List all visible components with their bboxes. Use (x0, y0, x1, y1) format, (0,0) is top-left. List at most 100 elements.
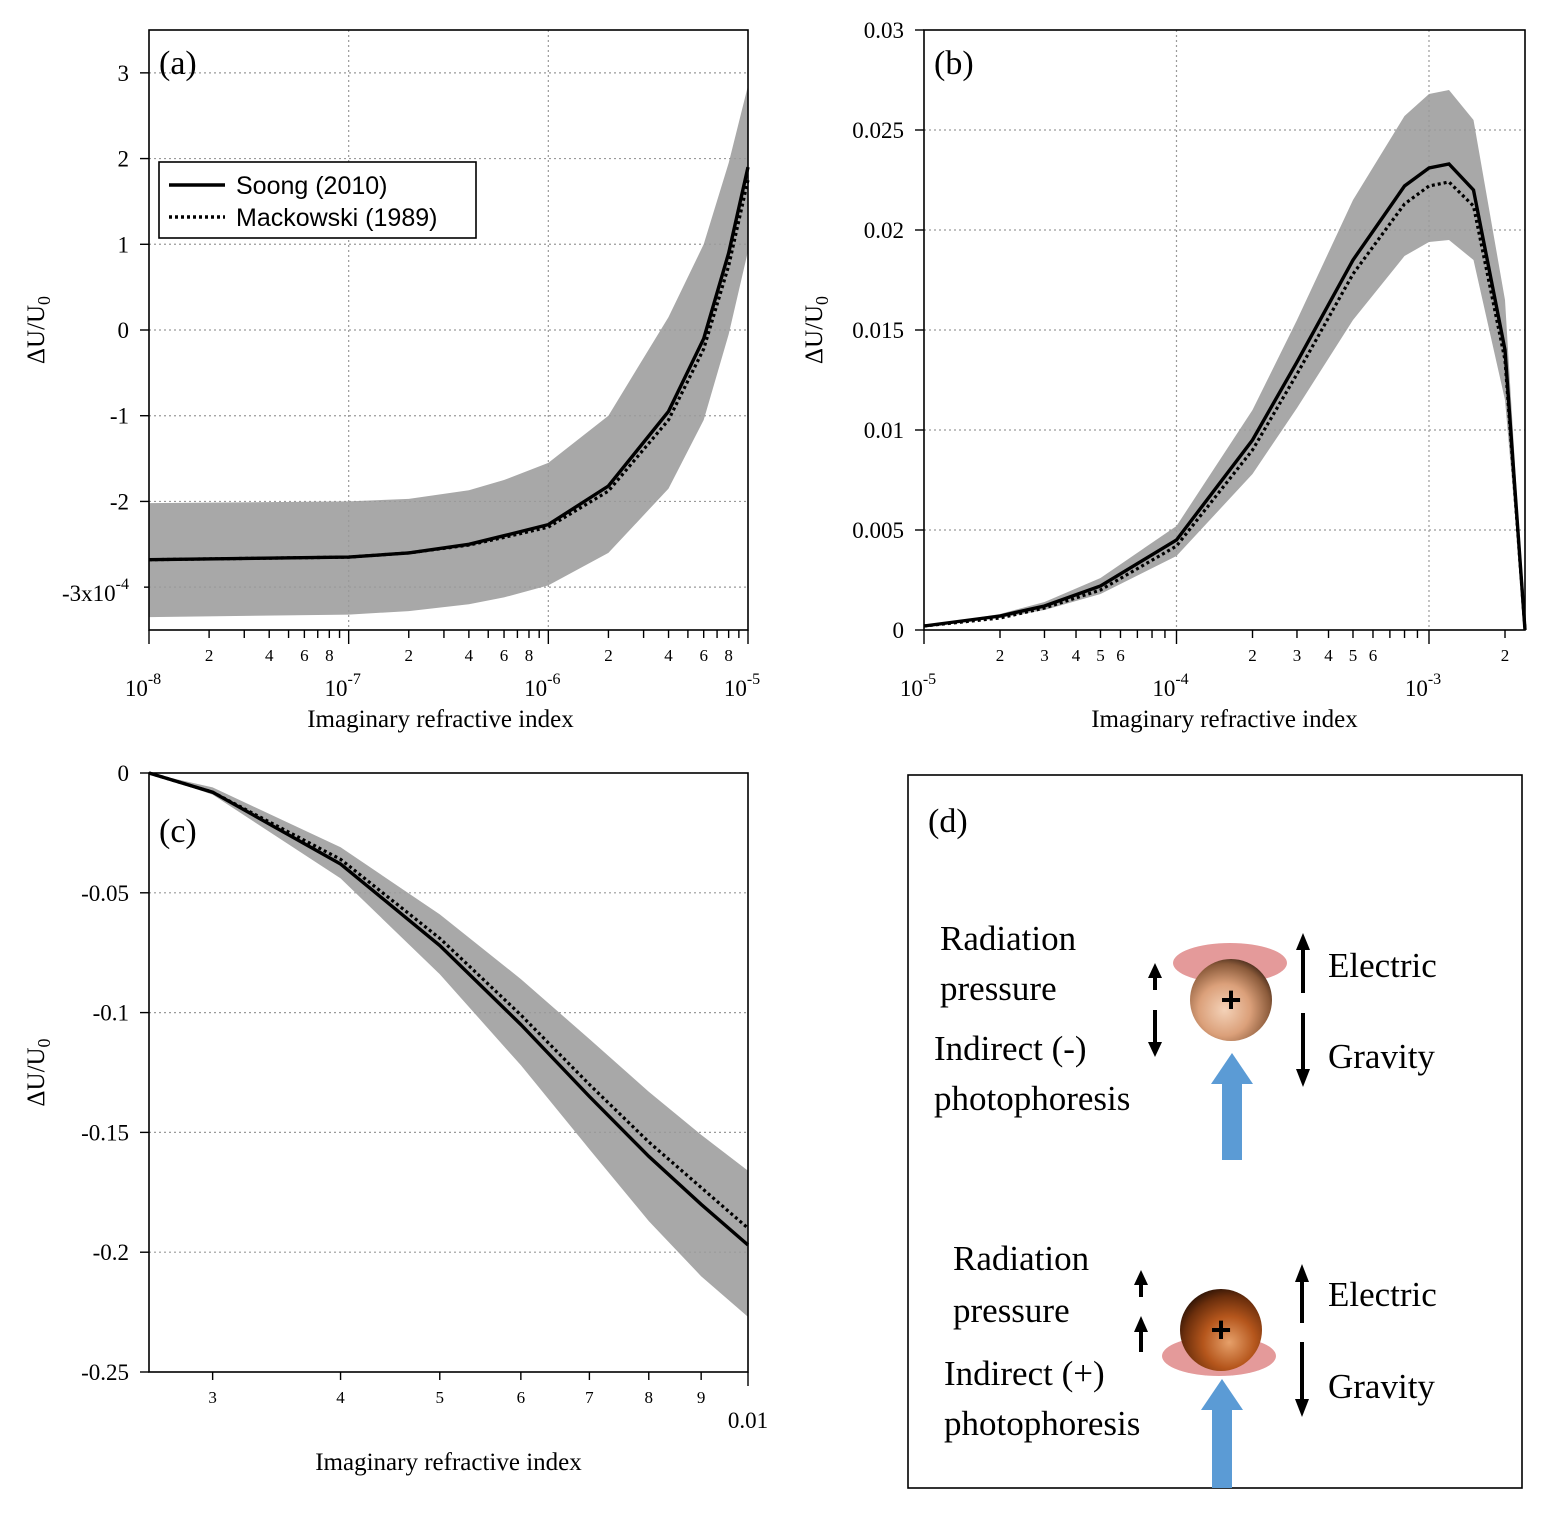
y-axis-label: ΔU/U0 (23, 1038, 54, 1106)
y-tick-label: 1 (118, 232, 130, 257)
x-minor-tick-label: 6 (1369, 646, 1378, 665)
y-tick-label: 0 (893, 618, 905, 643)
y-tick-label: 2 (118, 147, 130, 172)
uncertainty-band-b (924, 90, 1525, 630)
x-minor-tick-label: 2 (405, 646, 414, 665)
uncertainty-band-a (149, 85, 748, 618)
particle-top (1190, 959, 1272, 1041)
y-tick-label: -0.2 (93, 1240, 129, 1265)
x-minor-tick-label: 3 (208, 1388, 217, 1407)
scenario-bottom: Radiation pressure Indirect (+) photopho… (944, 1239, 1437, 1488)
x-minor-tick-label: 7 (585, 1388, 594, 1407)
x-minor-tick-label: 4 (265, 646, 274, 665)
y-tick-label: -0.05 (81, 881, 129, 906)
x-major-tick-label: 10-6 (524, 671, 560, 701)
x-minor-tick-label: 4 (664, 646, 673, 665)
y-tick-label: 0 (118, 318, 130, 343)
series-line (148, 179, 750, 562)
x-major-tick-label: 10-7 (325, 671, 361, 701)
light-arrow-top (1211, 1053, 1253, 1160)
legend: Soong (2010) Mackowski (1989) (158, 161, 477, 239)
panel-label-a: (a) (159, 45, 197, 82)
legend-box (158, 161, 477, 239)
electric-label-bottom: Electric (1328, 1275, 1437, 1314)
radiation-arrow-bottom (1134, 1270, 1148, 1297)
x-minor-tick-label: 2 (1501, 646, 1510, 665)
x-minor-tick-label: 4 (1324, 646, 1333, 665)
x-axis-label: Imaginary refractive index (307, 706, 574, 733)
x-minor-tick-label: 3 (1293, 646, 1302, 665)
indirect-label-bottom-2: photophoresis (944, 1404, 1140, 1443)
gravity-arrow-top (1296, 1013, 1310, 1087)
x-minor-tick-label: 5 (436, 1388, 445, 1407)
gravity-label-top: Gravity (1328, 1037, 1435, 1076)
x-major-tick-label: 10-8 (125, 671, 161, 701)
electric-arrow-top (1296, 933, 1310, 993)
y-tick-label: -0.25 (81, 1360, 129, 1385)
charge-symbol-top: + (1220, 979, 1241, 1020)
y-tick-label: 0.005 (852, 518, 904, 543)
x-axis-label: Imaginary refractive index (315, 1449, 582, 1476)
radiation-label-top-1: Radiation (940, 919, 1076, 958)
series-line (923, 180, 1527, 631)
x-axis-label: Imaginary refractive index (1091, 706, 1358, 733)
x-major-tick-label: 10-4 (1152, 671, 1188, 701)
x-minor-tick-label: 8 (645, 1388, 654, 1407)
electric-label-top: Electric (1328, 946, 1437, 985)
indirect-arrow-bottom (1134, 1316, 1148, 1352)
x-minor-tick-label: 4 (1072, 646, 1081, 665)
x-minor-tick-label: 5 (1349, 646, 1358, 665)
radiation-label-bottom-2: pressure (953, 1291, 1070, 1330)
x-minor-tick-label: 6 (500, 646, 509, 665)
x-minor-tick-label: 3 (1040, 646, 1049, 665)
radiation-label-bottom-1: Radiation (953, 1239, 1089, 1278)
y-multiplier-label: -3x10-4 (62, 576, 129, 606)
x-minor-tick-label: 8 (724, 646, 733, 665)
legend-entry: Soong (2010) (236, 172, 388, 200)
indirect-arrow-top (1148, 1010, 1162, 1057)
x-minor-tick-label: 2 (604, 646, 613, 665)
x-minor-tick-label: 2 (205, 646, 214, 665)
y-tick-label: -2 (110, 489, 129, 514)
indirect-label-bottom-1: Indirect (+) (944, 1354, 1105, 1393)
x-major-tick-label: 10-3 (1405, 671, 1441, 701)
y-tick-label: 0 (118, 761, 130, 786)
y-tick-label: 3 (118, 61, 130, 86)
indirect-label-top-2: photophoresis (934, 1079, 1130, 1118)
series-line (148, 771, 750, 1230)
charge-symbol-bottom: + (1210, 1309, 1231, 1350)
y-tick-label: 0.015 (852, 318, 904, 343)
x-minor-tick-label: 8 (325, 646, 334, 665)
diagram-panel-d: (d) Radiation pressure Indirect (-) phot… (907, 774, 1523, 1489)
y-tick-label: -1 (110, 404, 129, 429)
panel-label-d: (d) (928, 803, 968, 840)
y-tick-label: 0.02 (864, 218, 904, 243)
x-minor-tick-label: 9 (697, 1388, 706, 1407)
x-minor-tick-label: 5 (1096, 646, 1105, 665)
panel-label-b: (b) (934, 45, 974, 82)
legend-entry: Mackowski (1989) (236, 204, 437, 232)
x-minor-tick-label: 2 (996, 646, 1005, 665)
gravity-label-bottom: Gravity (1328, 1367, 1435, 1406)
x-minor-tick-label: 6 (300, 646, 309, 665)
electric-arrow-bottom (1295, 1264, 1309, 1323)
y-tick-label: 0.01 (864, 418, 904, 443)
radiation-label-top-2: pressure (940, 969, 1057, 1008)
chart-panel-c: 0 -0.05 -0.1 -0.15 -0.2 -0.25 0.01 3 4 5 6 7 8 9 Imagi… (23, 761, 768, 1476)
x-minor-tick-label: 6 (1116, 646, 1125, 665)
x-minor-tick-label: 4 (336, 1388, 345, 1407)
x-minor-tick-label: 2 (1248, 646, 1257, 665)
y-axis-label: ΔU/U0 (23, 296, 54, 364)
indirect-label-top-1: Indirect (-) (934, 1029, 1087, 1068)
gravity-arrow-bottom (1295, 1342, 1309, 1417)
series-line (923, 162, 1527, 631)
series-line (148, 166, 750, 562)
particle-bottom (1180, 1289, 1262, 1371)
y-tick-label: -0.1 (93, 1001, 129, 1026)
x-major-tick-label: 10-5 (900, 671, 936, 701)
y-tick-label: 0.03 (864, 18, 904, 43)
x-minor-tick-label: 4 (465, 646, 474, 665)
chart-panel-b: 0.03 0.025 0.02 0.015 0.01 0.005 0 10-5 10-4 10-3… (801, 18, 1527, 733)
panel-label-c: (c) (159, 813, 197, 850)
x-minor-tick-label: 6 (699, 646, 708, 665)
